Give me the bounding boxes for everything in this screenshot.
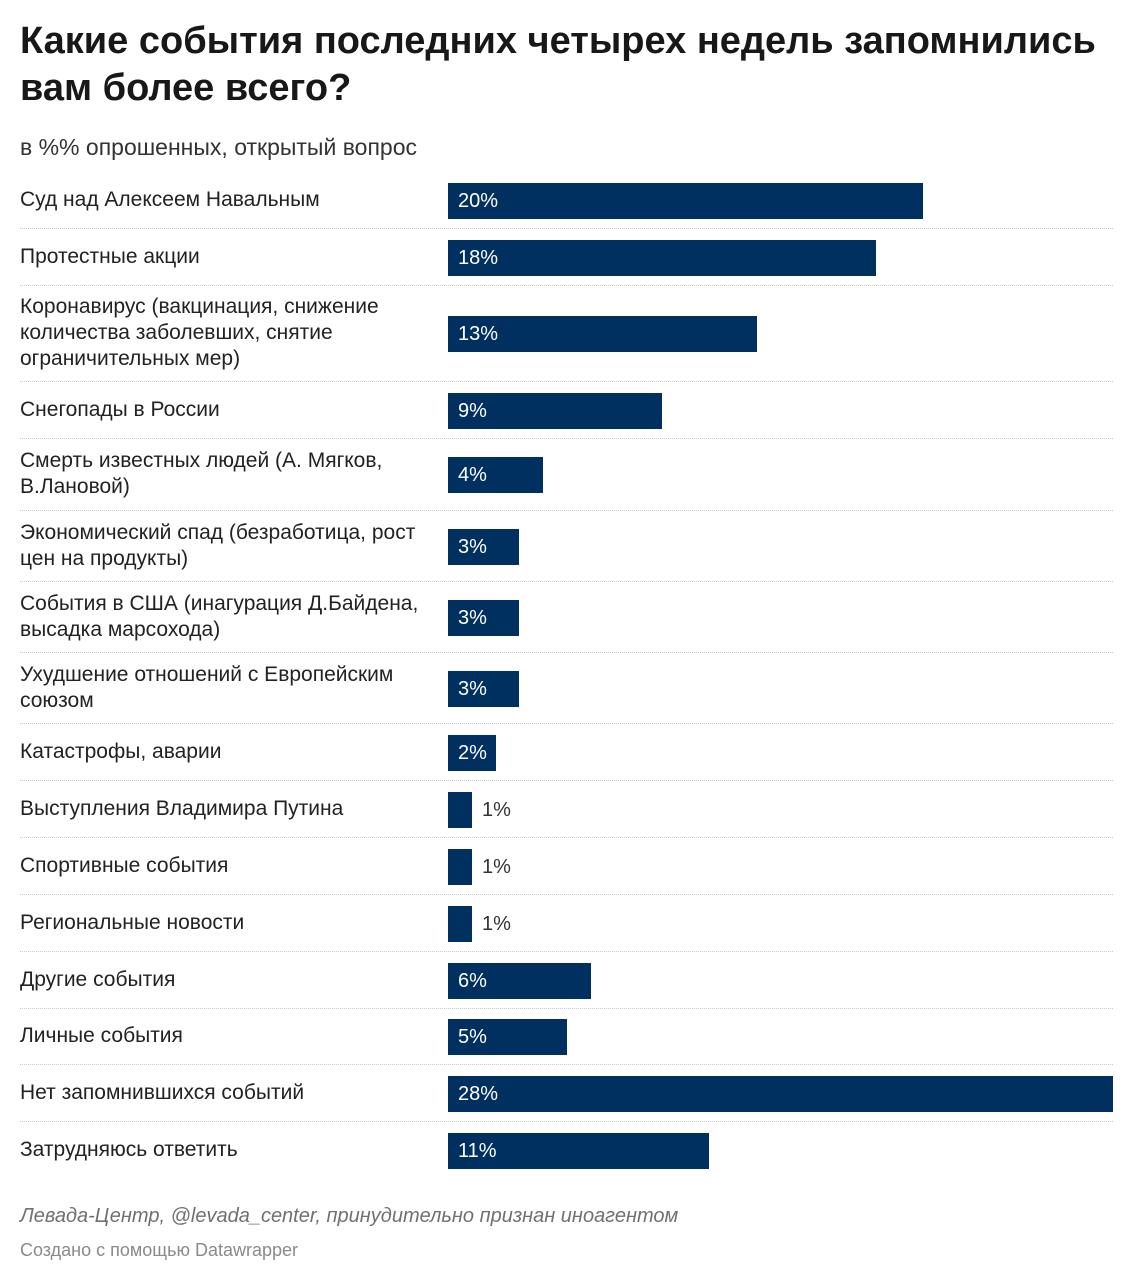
bar (448, 792, 472, 828)
bar-value-label: 3% (458, 678, 487, 700)
row-separator (20, 780, 1113, 781)
row-separator (20, 381, 1113, 382)
bar-value-label: 5% (458, 1026, 487, 1048)
category-label: Суд над Алексеем Навальным (20, 187, 320, 211)
chart-subtitle: в %% опрошенных, открытый вопрос (20, 134, 417, 160)
bar (448, 906, 472, 942)
category-label: Катастрофы, аварии (20, 739, 222, 763)
bar-value-label: 1% (482, 799, 511, 821)
bar-value-label: 18% (458, 247, 499, 269)
bar-value-label: 1% (482, 913, 511, 935)
bar-value-label: 6% (458, 970, 487, 992)
category-label: Смерть известных людей (А. Мягков, В.Лан… (20, 449, 383, 498)
row-separator (20, 894, 1113, 895)
category-label: Коронавирус (вакцинация, снижение количе… (20, 295, 379, 370)
category-label: Снегопады в России (20, 397, 220, 421)
category-label: Протестные акции (20, 244, 200, 268)
bar-value-label: 2% (458, 742, 487, 764)
bar (448, 963, 591, 999)
bar (448, 316, 757, 352)
bar (448, 1019, 567, 1055)
row-separator (20, 723, 1113, 724)
source-note: Левада-Центр, @levada_center, принудител… (20, 1205, 679, 1227)
category-label: Выступления Владимира Путина (20, 796, 344, 820)
bar (448, 849, 472, 885)
category-label: События в США (инагурация Д.Байдена, выс… (20, 591, 419, 641)
row-separator (20, 951, 1113, 952)
row-separator (20, 510, 1113, 511)
category-label: Экономический спад (безработица, рост це… (20, 520, 416, 570)
bar-value-label: 11% (458, 1140, 497, 1162)
credit-note: Создано с помощью Datawrapper (20, 1240, 299, 1260)
row-separator (20, 1008, 1113, 1009)
row-separator (20, 1064, 1113, 1065)
bar (448, 183, 923, 219)
row-separator (20, 1121, 1113, 1122)
row-separator (20, 581, 1113, 582)
bar (448, 1076, 1113, 1112)
row-separator (20, 285, 1113, 286)
bar (448, 600, 519, 636)
bar-value-label: 4% (458, 464, 487, 486)
bar-value-label: 9% (458, 400, 487, 422)
bar (448, 671, 519, 707)
chart-title: Какие события последних четырех недель з… (20, 20, 1096, 109)
row-separator (20, 228, 1113, 229)
category-label: Другие события (20, 967, 176, 991)
bar-value-label: 3% (458, 607, 487, 629)
row-separator (20, 837, 1113, 838)
bar (448, 393, 662, 429)
category-label: Ухудшение отношений с Европейским союзом (20, 662, 394, 712)
bar (448, 1133, 709, 1169)
category-label: Нет запомнившихся событий (20, 1080, 305, 1104)
bar (448, 240, 876, 276)
category-label: Затрудняюсь ответить (20, 1137, 238, 1161)
bar (448, 457, 543, 493)
bar-value-label: 13% (458, 323, 499, 345)
row-separator (20, 438, 1113, 439)
category-label: Спортивные события (20, 853, 229, 877)
bar-value-label: 1% (482, 856, 511, 878)
category-label: Личные события (20, 1024, 183, 1047)
bar (448, 735, 496, 771)
bar-value-label: 28% (458, 1083, 499, 1105)
row-separator (20, 652, 1113, 653)
category-label: Региональные новости (20, 910, 245, 934)
bar-value-label: 20% (458, 190, 499, 212)
bar (448, 529, 519, 565)
bar-value-label: 3% (458, 536, 487, 558)
